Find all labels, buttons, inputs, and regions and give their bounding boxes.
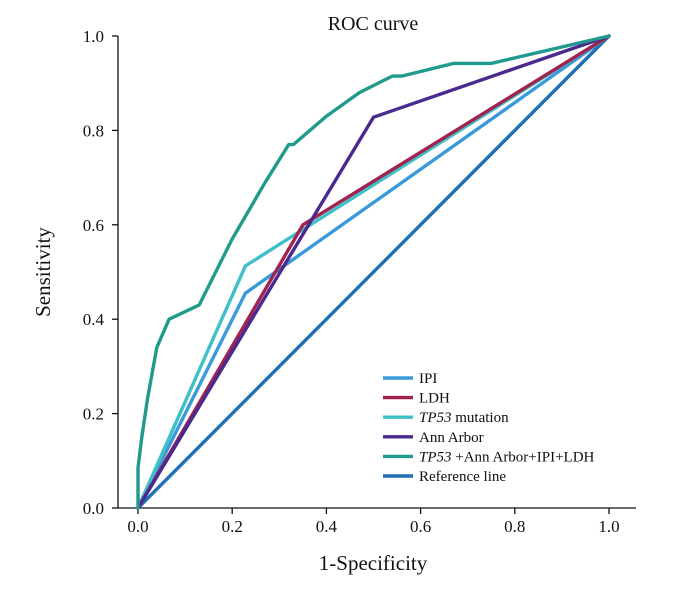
legend-label: TP53 mutation: [419, 410, 509, 426]
x-tick-label: 0.8: [504, 517, 525, 536]
y-axis-title: Sensitivity: [31, 227, 55, 317]
x-axis-title: 1-Specificity: [319, 551, 428, 575]
y-tick-label: 0.0: [83, 499, 104, 518]
y-tick-label: 1.0: [83, 27, 104, 46]
legend-label: TP53 +Ann Arbor+IPI+LDH: [419, 449, 595, 465]
y-tick-label: 0.6: [83, 216, 104, 235]
y-tick-label: 0.4: [83, 310, 105, 329]
series-line-tp53-ann-arbor-ipi-ldh: [136, 34, 611, 510]
legend-label: LDH: [419, 391, 450, 407]
legend-label: Ann Arbor: [419, 430, 484, 446]
x-tick-label: 0.2: [222, 517, 243, 536]
x-tick-label: 0.0: [127, 517, 148, 536]
x-tick-label: 1.0: [598, 517, 619, 536]
series-line-ipi: [136, 34, 611, 510]
legend-label: IPI: [419, 371, 437, 387]
legend: IPI LDH TP53 mutation Ann Arbor TP53 +Ann Ar…: [383, 371, 595, 485]
chart-title: ROC curve: [328, 13, 419, 35]
series-line-reference-line: [136, 34, 611, 510]
axes: 0.0 0.2 0.4 0.6 0.8 1.0 0.0 0.2 0.4 0.6 0.8 1.0: [83, 27, 636, 536]
legend-label: Reference line: [419, 469, 506, 485]
series-line-ann-arbor: [136, 34, 611, 510]
y-tick-label: 0.2: [83, 405, 104, 424]
roc-curves: [136, 34, 611, 510]
x-tick-label: 0.6: [410, 517, 431, 536]
y-tick-label: 0.8: [83, 121, 104, 140]
x-tick-label: 0.4: [316, 517, 338, 536]
